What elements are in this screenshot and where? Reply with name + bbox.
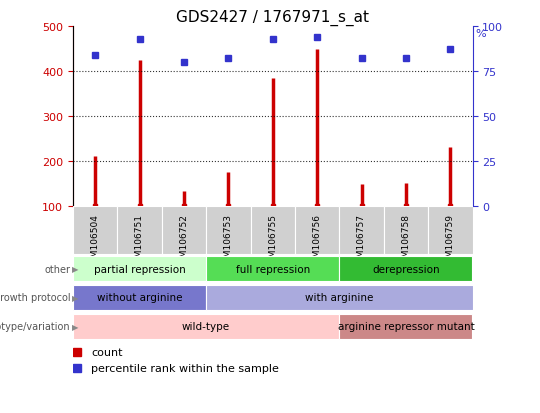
Text: GSM106753: GSM106753 bbox=[224, 214, 233, 268]
Text: GSM106504: GSM106504 bbox=[91, 214, 99, 268]
Text: GSM106751: GSM106751 bbox=[135, 214, 144, 268]
Bar bbox=[206, 285, 472, 311]
Bar bbox=[117, 206, 161, 254]
Text: partial repression: partial repression bbox=[93, 264, 185, 274]
Text: derepression: derepression bbox=[372, 264, 440, 274]
Text: with arginine: with arginine bbox=[305, 293, 374, 303]
Bar bbox=[428, 206, 472, 254]
Text: without arginine: without arginine bbox=[97, 293, 183, 303]
Text: wild-type: wild-type bbox=[182, 322, 230, 332]
Text: %: % bbox=[475, 29, 486, 39]
Text: count: count bbox=[91, 347, 123, 357]
Text: ▶: ▶ bbox=[72, 264, 79, 273]
Title: GDS2427 / 1767971_s_at: GDS2427 / 1767971_s_at bbox=[176, 9, 369, 26]
Text: GSM106757: GSM106757 bbox=[357, 214, 366, 268]
Text: genotype/variation: genotype/variation bbox=[0, 322, 70, 332]
Text: ▶: ▶ bbox=[72, 322, 79, 331]
Bar bbox=[73, 256, 206, 282]
Bar bbox=[339, 314, 472, 339]
Bar bbox=[384, 206, 428, 254]
Bar bbox=[295, 206, 339, 254]
Text: full repression: full repression bbox=[235, 264, 310, 274]
Text: GSM106759: GSM106759 bbox=[446, 214, 455, 268]
Text: percentile rank within the sample: percentile rank within the sample bbox=[91, 363, 279, 373]
Text: other: other bbox=[44, 264, 70, 274]
Bar bbox=[73, 206, 117, 254]
Text: arginine repressor mutant: arginine repressor mutant bbox=[338, 322, 474, 332]
Bar bbox=[206, 256, 339, 282]
Text: ▶: ▶ bbox=[72, 293, 79, 302]
Text: growth protocol: growth protocol bbox=[0, 293, 70, 303]
Bar bbox=[339, 206, 384, 254]
Text: GSM106758: GSM106758 bbox=[401, 214, 410, 268]
Bar bbox=[339, 256, 472, 282]
Text: GSM106755: GSM106755 bbox=[268, 214, 277, 268]
Text: GSM106756: GSM106756 bbox=[313, 214, 322, 268]
Bar bbox=[251, 206, 295, 254]
Bar bbox=[73, 285, 206, 311]
Text: GSM106752: GSM106752 bbox=[179, 214, 188, 268]
Bar bbox=[73, 314, 339, 339]
Bar bbox=[206, 206, 251, 254]
Bar bbox=[161, 206, 206, 254]
